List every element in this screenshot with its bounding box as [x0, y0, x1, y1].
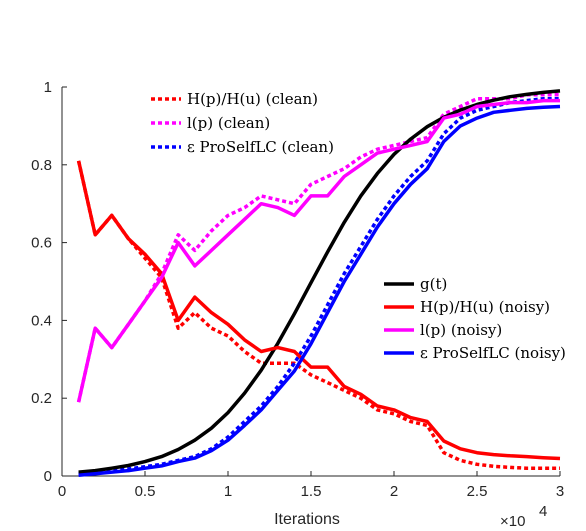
legend-label: l(p) (noisy)	[420, 321, 502, 339]
x-tick-label: 1	[224, 483, 232, 500]
x-tick-label: 3	[556, 483, 564, 500]
series-line-6	[78, 104, 561, 477]
legend-label: H(p)/H(u) (noisy)	[420, 298, 550, 316]
x-axis-exponent-base: ×10	[500, 513, 525, 530]
x-tick-label: 0.5	[135, 483, 156, 500]
legend-label: ε ProSelfLC (clean)	[187, 138, 334, 156]
legend-label: g(t)	[420, 275, 447, 293]
series-line-0	[76, 160, 560, 470]
y-tick-label: 0.2	[31, 390, 52, 407]
x-tick-label: 2.5	[467, 483, 488, 500]
x-tick-label: 2	[390, 483, 398, 500]
y-tick-label: 0.4	[31, 312, 52, 329]
x-axis-title: Iterations	[274, 511, 340, 528]
legend-label: l(p) (clean)	[187, 114, 270, 132]
y-tick-label: 0.8	[31, 157, 52, 174]
legend-label: H(p)/H(u) (clean)	[187, 90, 318, 108]
series-line-3	[78, 89, 561, 474]
y-tick-label: 0.6	[31, 235, 52, 252]
x-axis-exponent-power: 4	[539, 503, 547, 520]
series-line-1	[76, 93, 560, 403]
y-tick-label: 0	[44, 468, 52, 485]
series-line-4	[76, 160, 561, 461]
x-tick-label: 0	[58, 483, 66, 500]
series-line-5	[76, 98, 560, 403]
legend-label: ε ProSelfLC (noisy)	[420, 344, 566, 362]
y-tick-label: 1	[44, 79, 52, 96]
x-tick-label: 1.5	[301, 483, 322, 500]
